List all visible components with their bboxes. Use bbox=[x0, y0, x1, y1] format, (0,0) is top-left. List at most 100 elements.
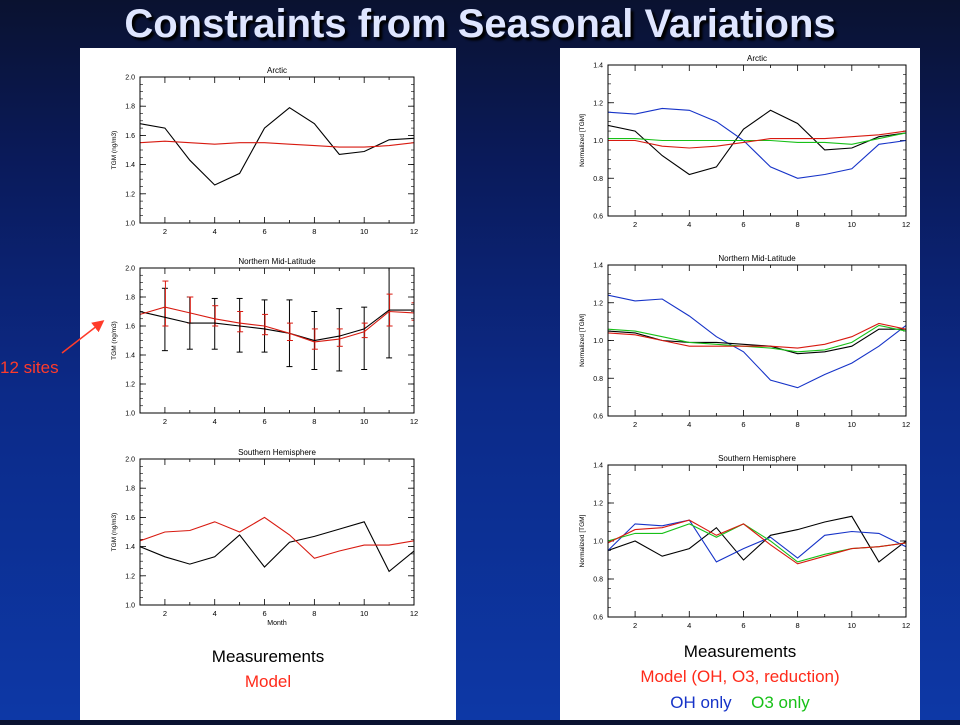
left-arctic-xtick-label: 6 bbox=[262, 227, 266, 236]
right-sh-chart: Southern Hemisphere Normalized [TGM] 2 4 6 8 1… bbox=[579, 454, 910, 630]
slide-title: Constraints from Seasonal Variations bbox=[124, 2, 836, 46]
right-arctic-xtick-label: 2 bbox=[633, 220, 637, 229]
left-sh-series-0 bbox=[140, 521, 414, 573]
left-nml-series-1 bbox=[140, 306, 414, 343]
right-nml-title: Northern Mid-Latitude bbox=[718, 254, 796, 263]
right-nml-series-2 bbox=[608, 324, 906, 353]
right-arctic-chart: Arctic Normalized [TGM] 2 4 6 8 10 12 0.6 0.8 1.0 1… bbox=[579, 54, 910, 229]
left-sh-series-1 bbox=[140, 516, 414, 559]
left-nml-series-0 bbox=[140, 309, 414, 342]
right-nml-ytick-label: 1.2 bbox=[593, 300, 603, 307]
right-arctic-xtick-label: 10 bbox=[848, 220, 856, 229]
right-nml-ytick-label: 1.0 bbox=[593, 338, 603, 345]
left-sh-ytick-label: 1.6 bbox=[125, 515, 135, 522]
right-arctic-ytick-label: 1.2 bbox=[593, 100, 603, 107]
left-nml-ytick-label: 1.4 bbox=[125, 353, 135, 360]
left-arctic-xtick-label: 2 bbox=[163, 227, 167, 236]
right-sh-ytick-label: 0.8 bbox=[593, 577, 603, 584]
left-nml-ytick-label: 2.0 bbox=[125, 266, 135, 273]
left-nml-ytick-label: 1.6 bbox=[125, 324, 135, 331]
left-chart-panel: Arctic TGM (ng/m3) 2 4 6 8 10 12 1.0 1.2 1.4 1.6 1.8… bbox=[80, 48, 456, 720]
left-arctic-series-1 bbox=[140, 140, 414, 148]
left-sh-title: Southern Hemisphere bbox=[238, 448, 316, 457]
right-arctic-ytick-label: 1.4 bbox=[593, 63, 603, 70]
left-nml-xtick-label: 4 bbox=[213, 417, 217, 426]
left-arctic-ylabel: TGM (ng/m3) bbox=[111, 131, 118, 170]
right-nml-xtick-label: 6 bbox=[741, 420, 745, 429]
left-arctic-xtick-label: 12 bbox=[410, 227, 418, 236]
right-sh-xtick-label: 8 bbox=[796, 621, 800, 630]
right-sh-xtick-label: 10 bbox=[848, 621, 856, 630]
right-nml-xtick-label: 4 bbox=[687, 420, 691, 429]
right-arctic-xtick-label: 8 bbox=[796, 220, 800, 229]
left-sh-ylabel: TGM (ng/m3) bbox=[111, 513, 118, 552]
right-sh-ytick-label: 1.4 bbox=[593, 463, 603, 470]
left-arctic-series-0 bbox=[140, 107, 414, 186]
right-nml-xtick-label: 10 bbox=[848, 420, 856, 429]
left-arctic-frame bbox=[139, 76, 415, 224]
right-sh-ytick-label: 0.6 bbox=[593, 615, 603, 622]
left-sh-chart: Southern Hemisphere TGM (ng/m3) Month 2 4 6 8 1… bbox=[111, 448, 418, 627]
right-arctic-xtick-label: 4 bbox=[687, 220, 691, 229]
left-sh-frame bbox=[139, 458, 415, 606]
right-nml-ytick-label: 0.6 bbox=[593, 414, 603, 421]
right-arctic-series-1 bbox=[608, 107, 906, 179]
right-arctic-series-2 bbox=[608, 132, 906, 145]
right-arctic-series-3 bbox=[608, 130, 906, 149]
right-nml-ylabel: Normalized [TGM] bbox=[579, 314, 586, 367]
right-arctic-xtick-label: 6 bbox=[741, 220, 745, 229]
right-arctic-ytick-label: 0.6 bbox=[593, 214, 603, 221]
left-arctic-chart: Arctic TGM (ng/m3) 2 4 6 8 10 12 1.0 1.2 1.4 1.6 1.8… bbox=[111, 66, 418, 236]
right-legend-oh-only: OH only bbox=[670, 693, 732, 712]
right-arctic-xtick-label: 12 bbox=[902, 220, 910, 229]
left-legend-model: Model bbox=[244, 672, 292, 691]
right-nml-ytick-label: 1.4 bbox=[593, 263, 603, 270]
left-arctic-ytick-label: 1.6 bbox=[125, 133, 135, 140]
right-nml-series-0 bbox=[608, 294, 906, 389]
left-sh-ytick-label: 1.4 bbox=[125, 544, 135, 551]
left-arctic-title: Arctic bbox=[267, 66, 287, 75]
left-nml-ylabel: TGM (ng/m3) bbox=[111, 321, 118, 360]
left-nml-title: Northern Mid-Latitude bbox=[238, 257, 316, 266]
right-sh-series-1 bbox=[608, 519, 906, 563]
left-nml-xtick-label: 12 bbox=[410, 417, 418, 426]
right-nml-xtick-label: 12 bbox=[902, 420, 910, 429]
right-charts-svg: Arctic Normalized [TGM] 2 4 6 8 10 12 0.6 0.8 1.0 1… bbox=[579, 54, 910, 630]
right-sh-xtick-label: 4 bbox=[687, 621, 691, 630]
left-arctic-ytick-label: 1.4 bbox=[125, 162, 135, 169]
right-arctic-ytick-label: 1.0 bbox=[593, 138, 603, 145]
right-sh-ylabel: Normalized [TGM] bbox=[579, 514, 586, 567]
left-nml-xtick-label: 8 bbox=[312, 417, 316, 426]
right-legend-measurements: Measurements bbox=[683, 642, 797, 661]
left-arctic-xtick-label: 10 bbox=[360, 227, 368, 236]
right-chart-panel: Arctic Normalized [TGM] 2 4 6 8 10 12 0.6 0.8 1.0 1… bbox=[560, 48, 920, 720]
right-sh-xtick-label: 2 bbox=[633, 621, 637, 630]
right-arctic-frame bbox=[607, 64, 907, 217]
right-sh-xtick-label: 12 bbox=[902, 621, 910, 630]
right-legend-o3-only: O3 only bbox=[751, 693, 810, 712]
right-nml-chart: Northern Mid-Latitude Normalized [TGM] 2 4 6… bbox=[579, 254, 910, 429]
left-nml-frame bbox=[139, 267, 415, 414]
right-legend-model: Model (OH, O3, reduction) bbox=[640, 667, 840, 686]
left-sh-ytick-label: 1.0 bbox=[125, 603, 135, 610]
left-nml-chart: Northern Mid-Latitude TGM (ng/m3) 2 4 6 8 10 12… bbox=[111, 257, 418, 426]
right-sh-series-3 bbox=[608, 519, 906, 565]
right-arctic-ylabel: Normalized [TGM] bbox=[579, 114, 586, 167]
left-arctic-xtick-label: 4 bbox=[213, 227, 217, 236]
sites-annotation: 12 sites bbox=[0, 358, 59, 377]
right-legend-sensitivity: OH only O3 only bbox=[560, 693, 920, 713]
left-sh-ytick-label: 2.0 bbox=[125, 457, 135, 464]
right-nml-xtick-label: 8 bbox=[796, 420, 800, 429]
right-nml-xtick-label: 2 bbox=[633, 420, 637, 429]
left-arctic-ytick-label: 1.8 bbox=[125, 104, 135, 111]
left-arctic-ytick-label: 1.2 bbox=[125, 191, 135, 198]
right-sh-ytick-label: 1.0 bbox=[593, 539, 603, 546]
left-sh-xtick-label: 2 bbox=[163, 609, 167, 618]
right-arctic-ytick-label: 0.8 bbox=[593, 176, 603, 183]
left-sh-ytick-label: 1.8 bbox=[125, 486, 135, 493]
left-sh-xtick-label: 4 bbox=[213, 609, 217, 618]
right-sh-ytick-label: 1.2 bbox=[593, 501, 603, 508]
right-nml-series-3 bbox=[608, 322, 906, 349]
right-nml-ytick-label: 0.8 bbox=[593, 376, 603, 383]
left-nml-ytick-label: 1.0 bbox=[125, 411, 135, 418]
